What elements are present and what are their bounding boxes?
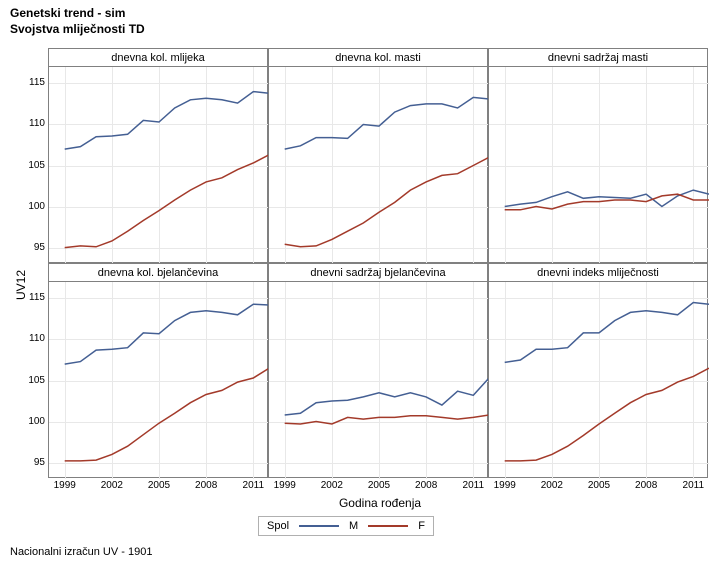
panel-title: dnevni sadržaj bjelančevina	[269, 264, 487, 282]
legend-title: Spol	[267, 520, 289, 532]
panel-body	[49, 67, 269, 264]
x-tick-label: 2002	[101, 481, 123, 491]
y-tick-label: 110	[15, 334, 45, 344]
chart-panel: dnevna kol. mlijeka95100105110115	[48, 48, 268, 263]
chart-title-1: Genetski trend - sim	[10, 6, 145, 22]
y-tick-label: 100	[15, 202, 45, 212]
panel-title: dnevni indeks mliječnosti	[489, 264, 707, 282]
x-axis-label: Godina rođenja	[280, 496, 480, 510]
legend-label-f: F	[418, 520, 425, 532]
series-line-f	[505, 368, 709, 461]
x-tick-label: 1999	[54, 481, 76, 491]
legend-label-m: M	[349, 520, 358, 532]
legend-swatch-m	[299, 525, 339, 527]
y-axis-label: UV12	[14, 270, 28, 300]
series-line-m	[505, 303, 709, 363]
panel-title: dnevna kol. bjelančevina	[49, 264, 267, 282]
x-tick-label: 2011	[463, 481, 485, 491]
panel-body	[49, 282, 269, 479]
series-line-m	[285, 97, 489, 149]
plot-area: dnevna kol. mlijeka95100105110115dnevna …	[48, 48, 708, 478]
series-line-f	[65, 368, 269, 461]
x-tick-label: 1999	[494, 481, 516, 491]
panel-title: dnevna kol. masti	[269, 49, 487, 67]
x-tick-label: 2002	[541, 481, 563, 491]
chart-title-block: Genetski trend - sim Svojstva mliječnost…	[10, 6, 145, 37]
panel-title: dnevna kol. mlijeka	[49, 49, 267, 67]
x-tick-label: 2002	[321, 481, 343, 491]
series-line-m	[505, 190, 709, 206]
x-tick-label: 2008	[635, 481, 657, 491]
chart-title-2: Svojstva mliječnosti TD	[10, 22, 145, 38]
series-line-m	[65, 304, 269, 364]
legend-swatch-f	[368, 525, 408, 527]
series-line-f	[285, 415, 489, 424]
y-tick-label: 115	[15, 78, 45, 88]
panel-svg	[49, 67, 269, 264]
y-tick-label: 95	[15, 458, 45, 468]
x-tick-label: 2008	[195, 481, 217, 491]
panel-body	[269, 67, 489, 264]
series-line-f	[65, 155, 269, 248]
y-tick-label: 105	[15, 161, 45, 171]
y-tick-label: 95	[15, 243, 45, 253]
panel-svg	[489, 282, 709, 479]
x-tick-label: 1999	[274, 481, 296, 491]
series-line-m	[285, 378, 489, 415]
y-tick-label: 100	[15, 417, 45, 427]
chart-panel: dnevni sadržaj bjelančevina1999200220052…	[268, 263, 488, 478]
x-tick-label: 2008	[415, 481, 437, 491]
series-line-m	[65, 92, 269, 150]
y-tick-label: 105	[15, 376, 45, 386]
x-tick-label: 2011	[243, 481, 265, 491]
panel-svg	[269, 67, 489, 264]
x-tick-label: 2005	[588, 481, 610, 491]
panel-svg	[269, 282, 489, 479]
series-line-f	[285, 157, 489, 247]
panel-title: dnevni sadržaj masti	[489, 49, 707, 67]
panel-body	[489, 67, 709, 264]
footnote: Nacionalni izračun UV - 1901	[10, 546, 152, 558]
panel-svg	[49, 282, 269, 479]
y-tick-label: 110	[15, 119, 45, 129]
chart-panel: dnevni sadržaj masti	[488, 48, 708, 263]
panel-body	[269, 282, 489, 479]
x-tick-label: 2005	[148, 481, 170, 491]
chart-panel: dnevna kol. bjelančevina9510010511011519…	[48, 263, 268, 478]
chart-panel: dnevna kol. masti	[268, 48, 488, 263]
legend: Spol M F	[258, 516, 434, 536]
chart-panel: dnevni indeks mliječnosti199920022005200…	[488, 263, 708, 478]
x-tick-label: 2011	[683, 481, 705, 491]
x-tick-label: 2005	[368, 481, 390, 491]
panel-body	[489, 282, 709, 479]
panel-svg	[489, 67, 709, 264]
